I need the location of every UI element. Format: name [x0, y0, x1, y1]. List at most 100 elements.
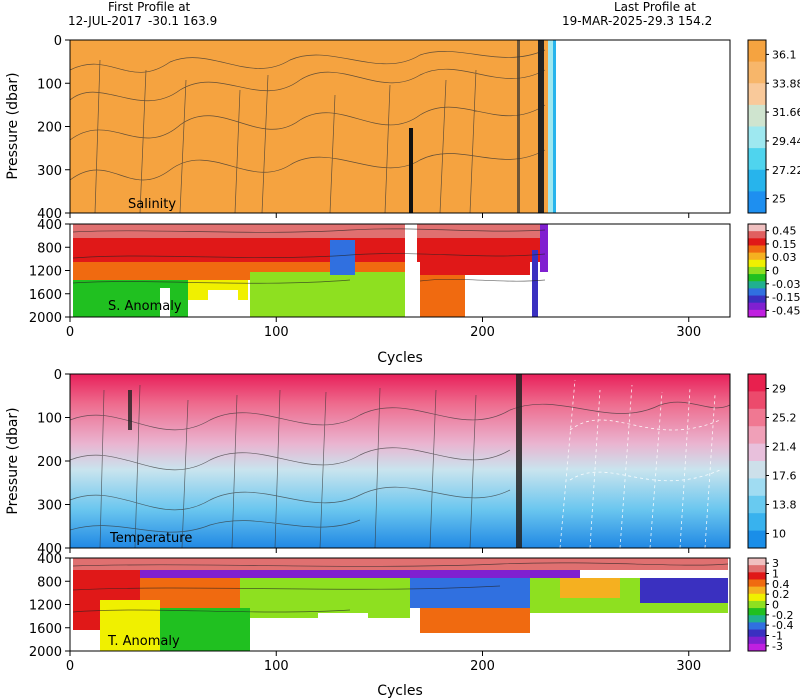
ta-block-yellow [100, 600, 160, 651]
temperature-panel-title: Temperature [109, 531, 192, 546]
y-tick-label: 0 [54, 34, 62, 49]
sa-block-blue-1 [330, 240, 355, 275]
temperature-dark-streak-2 [128, 390, 132, 430]
y-tick-label: 400 [37, 542, 62, 557]
ta-gap-2 [260, 618, 285, 651]
colorbar-swatch [748, 443, 766, 462]
colorbar-swatch [748, 302, 766, 311]
sa-band-surface [73, 224, 548, 238]
salinity-field [70, 40, 548, 213]
salinity-y-axis-label: Pressure (dbar) [5, 72, 21, 179]
sa-gap-2 [160, 288, 170, 317]
colorbar-label: -0.15 [772, 291, 800, 304]
colorbar-swatch [748, 513, 766, 532]
colorbar-swatch [748, 408, 766, 427]
y-tick-label: 100 [37, 77, 62, 92]
colorbar-swatch [748, 636, 766, 645]
x-tick-label: 0 [66, 659, 74, 674]
ta-block-orange-2 [420, 608, 530, 633]
colorbar-label: -0.03 [772, 278, 800, 291]
x-tick-label: 300 [676, 325, 701, 340]
salinity-panel-title: Salinity [128, 197, 176, 212]
colorbar-label: 0.03 [772, 251, 797, 264]
colorbar-label: 31.66 [772, 106, 800, 119]
salinity-anomaly-data-layer [72, 224, 548, 317]
colorbar-swatch [748, 530, 766, 549]
y-tick-label: 1200 [29, 599, 62, 614]
lower-x-axis-label: Cycles [377, 683, 423, 699]
colorbar-label: 0 [772, 265, 779, 278]
colorbar-label: 3 [772, 557, 779, 570]
ta-gap-1 [318, 613, 368, 651]
sa-contour-lines [72, 228, 546, 284]
sa-block-blue-2 [532, 250, 538, 317]
y-tick-label: 0 [54, 368, 62, 383]
colorbar-swatch [748, 600, 766, 609]
colorbar-swatch [748, 615, 766, 623]
colorbar-label: 27.22 [772, 164, 800, 177]
ta-contour-lines [72, 562, 729, 613]
ta-block-blue [410, 578, 530, 608]
colorbar-label: -0.45 [772, 304, 800, 317]
colorbar-label: 33.88 [772, 77, 800, 90]
colorbar-swatch [748, 643, 766, 652]
temperature-data-layer [70, 374, 730, 548]
ta-block-blue-2 [640, 578, 728, 603]
sa-block-red-2 [420, 240, 530, 275]
y-tick-label: 200 [37, 121, 62, 136]
y-tick-label: 400 [37, 207, 62, 222]
temperature-anomaly-data-layer [72, 558, 729, 651]
colorbar-swatch [748, 622, 766, 631]
colorbar-swatch [748, 391, 766, 410]
colorbar-swatch [748, 558, 766, 566]
y-tick-label: 300 [37, 164, 62, 179]
salinity-anomaly-title: S. Anomaly [108, 299, 182, 314]
colorbar-swatch [748, 629, 766, 638]
colorbar-label: 1 [772, 568, 779, 581]
colorbar-swatch [748, 104, 766, 127]
temperature-y-axis-label: Pressure (dbar) [5, 407, 21, 514]
colorbar-frame [747, 373, 767, 549]
colorbar-swatch [748, 148, 766, 171]
colorbar-swatch [748, 245, 766, 254]
y-tick-label: 2000 [29, 311, 62, 326]
colorbar-label: 0.4 [772, 578, 790, 591]
colorbar-swatch [748, 288, 766, 297]
y-tick-label: 1600 [29, 622, 62, 637]
colorbar-layer: 36.133.8831.6629.4427.22250.450.150.030-… [747, 39, 800, 653]
colorbar-swatch [748, 478, 766, 497]
colorbar-swatch [748, 309, 766, 318]
first-profile-date: 12-JUL-2017 [68, 14, 142, 28]
colorbar-swatch [748, 238, 766, 246]
colorbar-label: 10 [772, 528, 786, 541]
colorbar-label: 25 [772, 193, 786, 206]
colorbar-label: 0.15 [772, 238, 797, 251]
first-profile-label: First Profile at [108, 0, 191, 14]
ta-gap-3 [470, 633, 725, 651]
colorbar-label: 13.8 [772, 499, 797, 512]
salinity-anomaly-panel: S. Anomaly [69, 223, 731, 318]
colorbar-label: 0 [772, 599, 779, 612]
y-tick-label: 2000 [29, 645, 62, 660]
salinity-dark-streak-2 [538, 40, 544, 213]
y-tick-label: 300 [37, 499, 62, 514]
colorbar-frame [747, 39, 767, 214]
ta-band-top [73, 558, 728, 570]
ta-block-green-2 [160, 608, 250, 651]
x-tick-label: 100 [264, 325, 289, 340]
colorbar-label: 0.2 [772, 588, 790, 601]
sa-gap-3 [405, 224, 417, 317]
colorbar-swatch [748, 565, 766, 573]
colorbar-swatch [748, 83, 766, 106]
colorbar-label: 29.44 [772, 135, 800, 148]
y-tick-label: 400 [37, 218, 62, 233]
first-profile-position: -30.1 163.9 [148, 14, 217, 28]
colorbar-label: -3 [772, 640, 783, 653]
colorbar-swatch [748, 191, 766, 214]
temperature-anomaly-title: T. Anomaly [107, 634, 180, 649]
x-tick-label: 200 [470, 325, 495, 340]
salinity-dark-streak [409, 128, 413, 213]
colorbar-swatch [748, 593, 766, 602]
